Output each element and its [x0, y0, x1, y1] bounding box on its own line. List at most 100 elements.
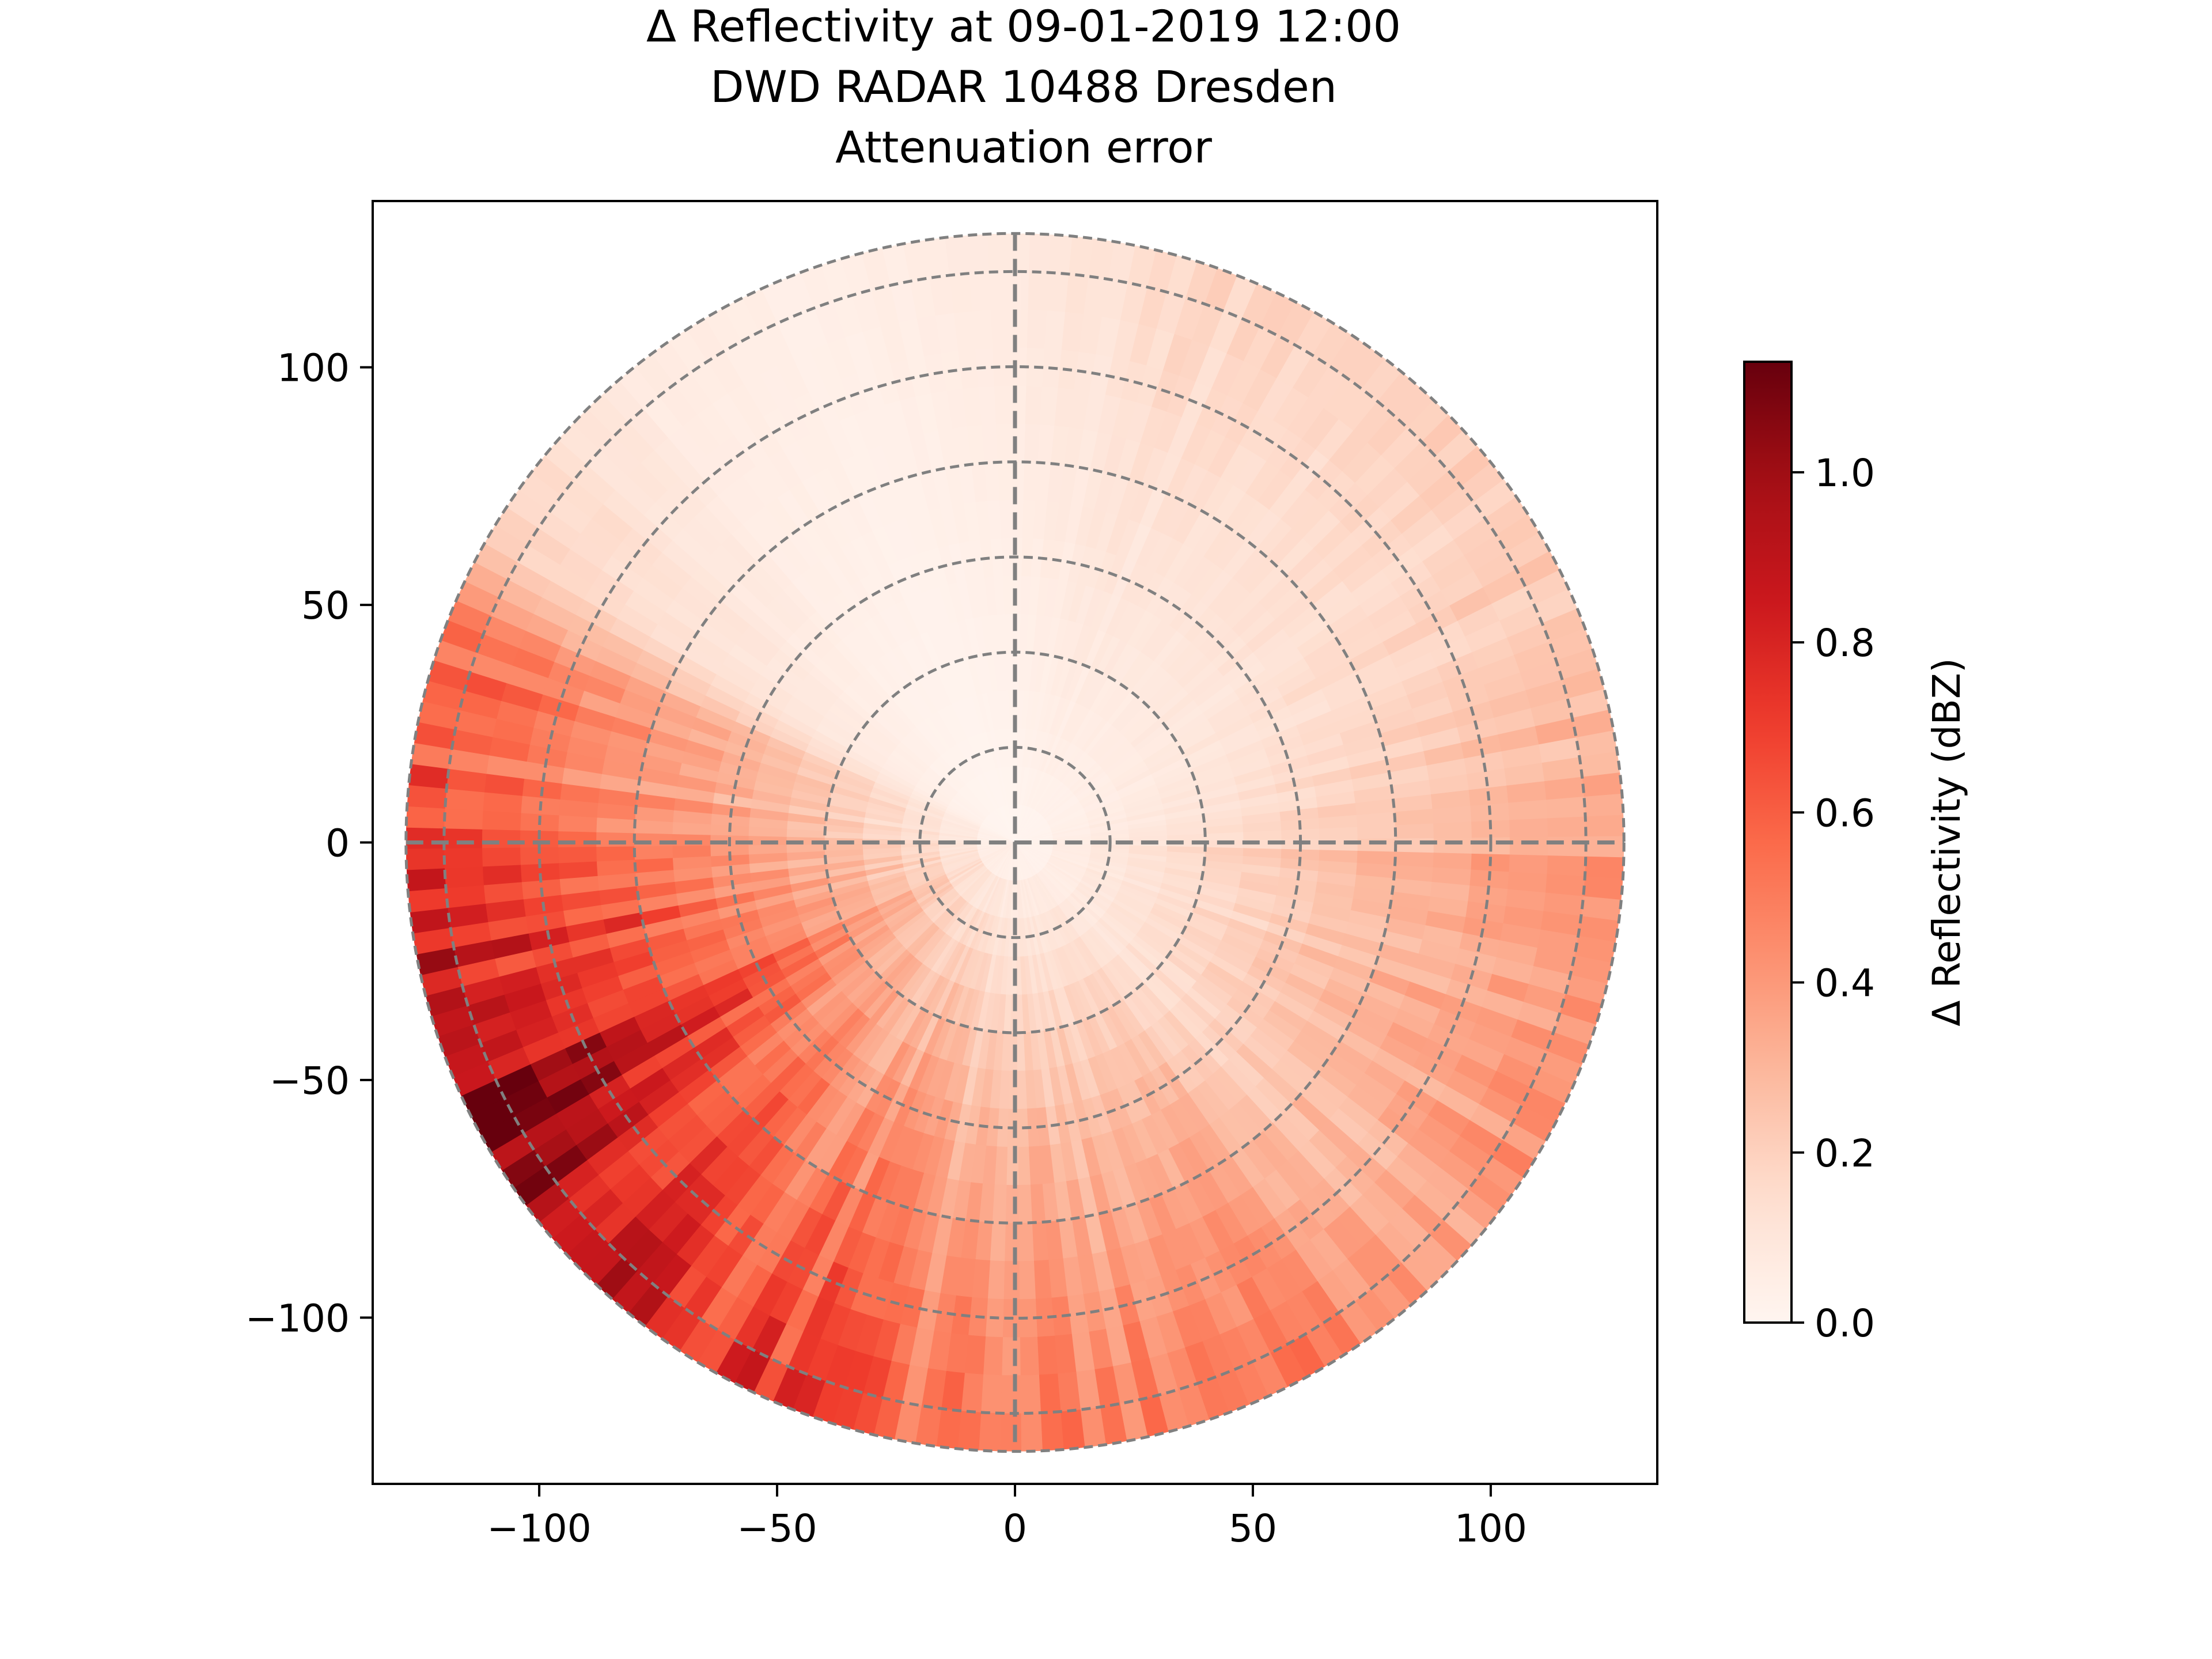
radar-bin — [1079, 781, 1115, 805]
radar-bin — [1303, 637, 1347, 675]
radar-bin — [1329, 430, 1376, 479]
radar-bin — [1328, 604, 1373, 645]
radar-bin — [1049, 808, 1086, 828]
radar-bin — [1043, 911, 1063, 949]
radar-bin — [1090, 728, 1123, 762]
radar-bin — [1295, 311, 1344, 362]
radar-bin — [1342, 442, 1390, 490]
radar-bin — [1271, 657, 1314, 694]
radar-bin — [1042, 789, 1073, 817]
radar-bin — [1050, 810, 1086, 829]
radar-bin — [1077, 777, 1113, 803]
x-tick-label: 100 — [1455, 1506, 1527, 1551]
radar-bin — [1351, 1073, 1397, 1115]
radar-bin — [938, 847, 978, 857]
radar-bin — [911, 926, 943, 961]
radar-bin — [1119, 703, 1154, 738]
radar-bin — [1114, 647, 1145, 686]
colorbar-tick-label: 0.8 — [1815, 621, 1875, 665]
radar-bin — [1153, 1016, 1189, 1055]
radar-bin — [1282, 1040, 1326, 1081]
radar-bin — [1172, 999, 1209, 1037]
radar-bin — [1355, 454, 1403, 503]
radar-bin — [1015, 827, 1052, 843]
radar-bin — [1096, 918, 1130, 950]
radar-bin — [674, 1270, 722, 1320]
radar-bin — [1368, 596, 1414, 637]
radar-bin — [1015, 828, 1052, 843]
radar-bin — [720, 1113, 764, 1157]
radar-bin — [1266, 647, 1308, 684]
radar-bin — [527, 1120, 577, 1167]
radar-bin — [944, 857, 981, 877]
radar-bin — [1308, 365, 1356, 415]
radar-bin — [887, 905, 923, 934]
radar-bin — [1134, 930, 1171, 962]
radar-bin — [1303, 1010, 1347, 1048]
radar-bin — [872, 991, 905, 1029]
radar-bin — [1030, 876, 1050, 913]
radar-bin — [1015, 831, 1053, 843]
radar-bin — [1173, 1093, 1210, 1135]
radar-bin — [982, 842, 1015, 865]
y-tick-label: 100 — [277, 346, 350, 391]
radar-bin — [1313, 521, 1358, 566]
radar-bin — [583, 1066, 631, 1109]
radar-bin — [1342, 1195, 1390, 1243]
radar-bin — [1080, 976, 1107, 1015]
radar-bin — [1141, 619, 1175, 660]
radar-bin — [1015, 842, 1038, 875]
radar-bin — [642, 1085, 688, 1128]
radar-bin — [1286, 1094, 1330, 1137]
radar-bin — [602, 1263, 653, 1314]
radar-bin — [1253, 1018, 1295, 1057]
radar-bin — [988, 842, 1015, 873]
radar-bin — [1266, 1001, 1308, 1037]
radar-bin — [1038, 871, 1065, 904]
x-tick-label: 0 — [1003, 1506, 1027, 1551]
radar-bin — [1114, 999, 1145, 1038]
radar-bin — [1241, 556, 1283, 599]
radar-bin — [1448, 445, 1499, 496]
radar-bin — [1119, 947, 1154, 982]
radar-bin — [1032, 875, 1054, 911]
radar-bin — [1224, 492, 1265, 537]
radar-bin — [1109, 755, 1146, 783]
radar-bin — [1312, 1312, 1361, 1363]
radar-bin — [1359, 582, 1406, 624]
radar-bin — [1155, 1104, 1190, 1147]
radar-bin — [1037, 779, 1063, 813]
radar-bin — [517, 1104, 566, 1151]
radar-bin — [815, 993, 853, 1030]
radar-bin — [1253, 1218, 1297, 1266]
y-tick-label: −100 — [245, 1296, 350, 1340]
radar-bin — [1239, 1036, 1281, 1075]
radar-bin — [1342, 1085, 1388, 1128]
radar-bin — [733, 1218, 777, 1266]
radar-bin — [1015, 842, 1031, 878]
radar-bin — [1015, 842, 1041, 873]
radar-bin — [1188, 981, 1228, 1017]
radar-bin — [812, 930, 851, 959]
radar-bin — [782, 1066, 822, 1108]
radar-bin — [1119, 995, 1152, 1034]
radar-bin — [1085, 973, 1112, 1012]
radar-bin — [1064, 942, 1088, 981]
radar-bin — [1193, 975, 1233, 1009]
radar-bin — [1312, 1063, 1357, 1104]
radar-bin — [1198, 968, 1238, 1002]
radar-bin — [1135, 982, 1171, 1020]
radar-bin — [1134, 723, 1171, 755]
radar-bin — [1182, 1086, 1220, 1129]
radar-bin — [1223, 539, 1263, 582]
radar-bin — [1015, 821, 1049, 843]
radar-bin — [1183, 1131, 1221, 1175]
radar-bin — [1039, 870, 1067, 902]
radar-bin — [885, 999, 916, 1038]
radar-bin — [923, 934, 952, 970]
radar-bin — [1422, 539, 1471, 585]
radar-bin — [1246, 1027, 1288, 1066]
radar-bin — [1146, 745, 1185, 772]
radar-bin — [1103, 687, 1134, 724]
radar-bin — [1025, 878, 1040, 916]
